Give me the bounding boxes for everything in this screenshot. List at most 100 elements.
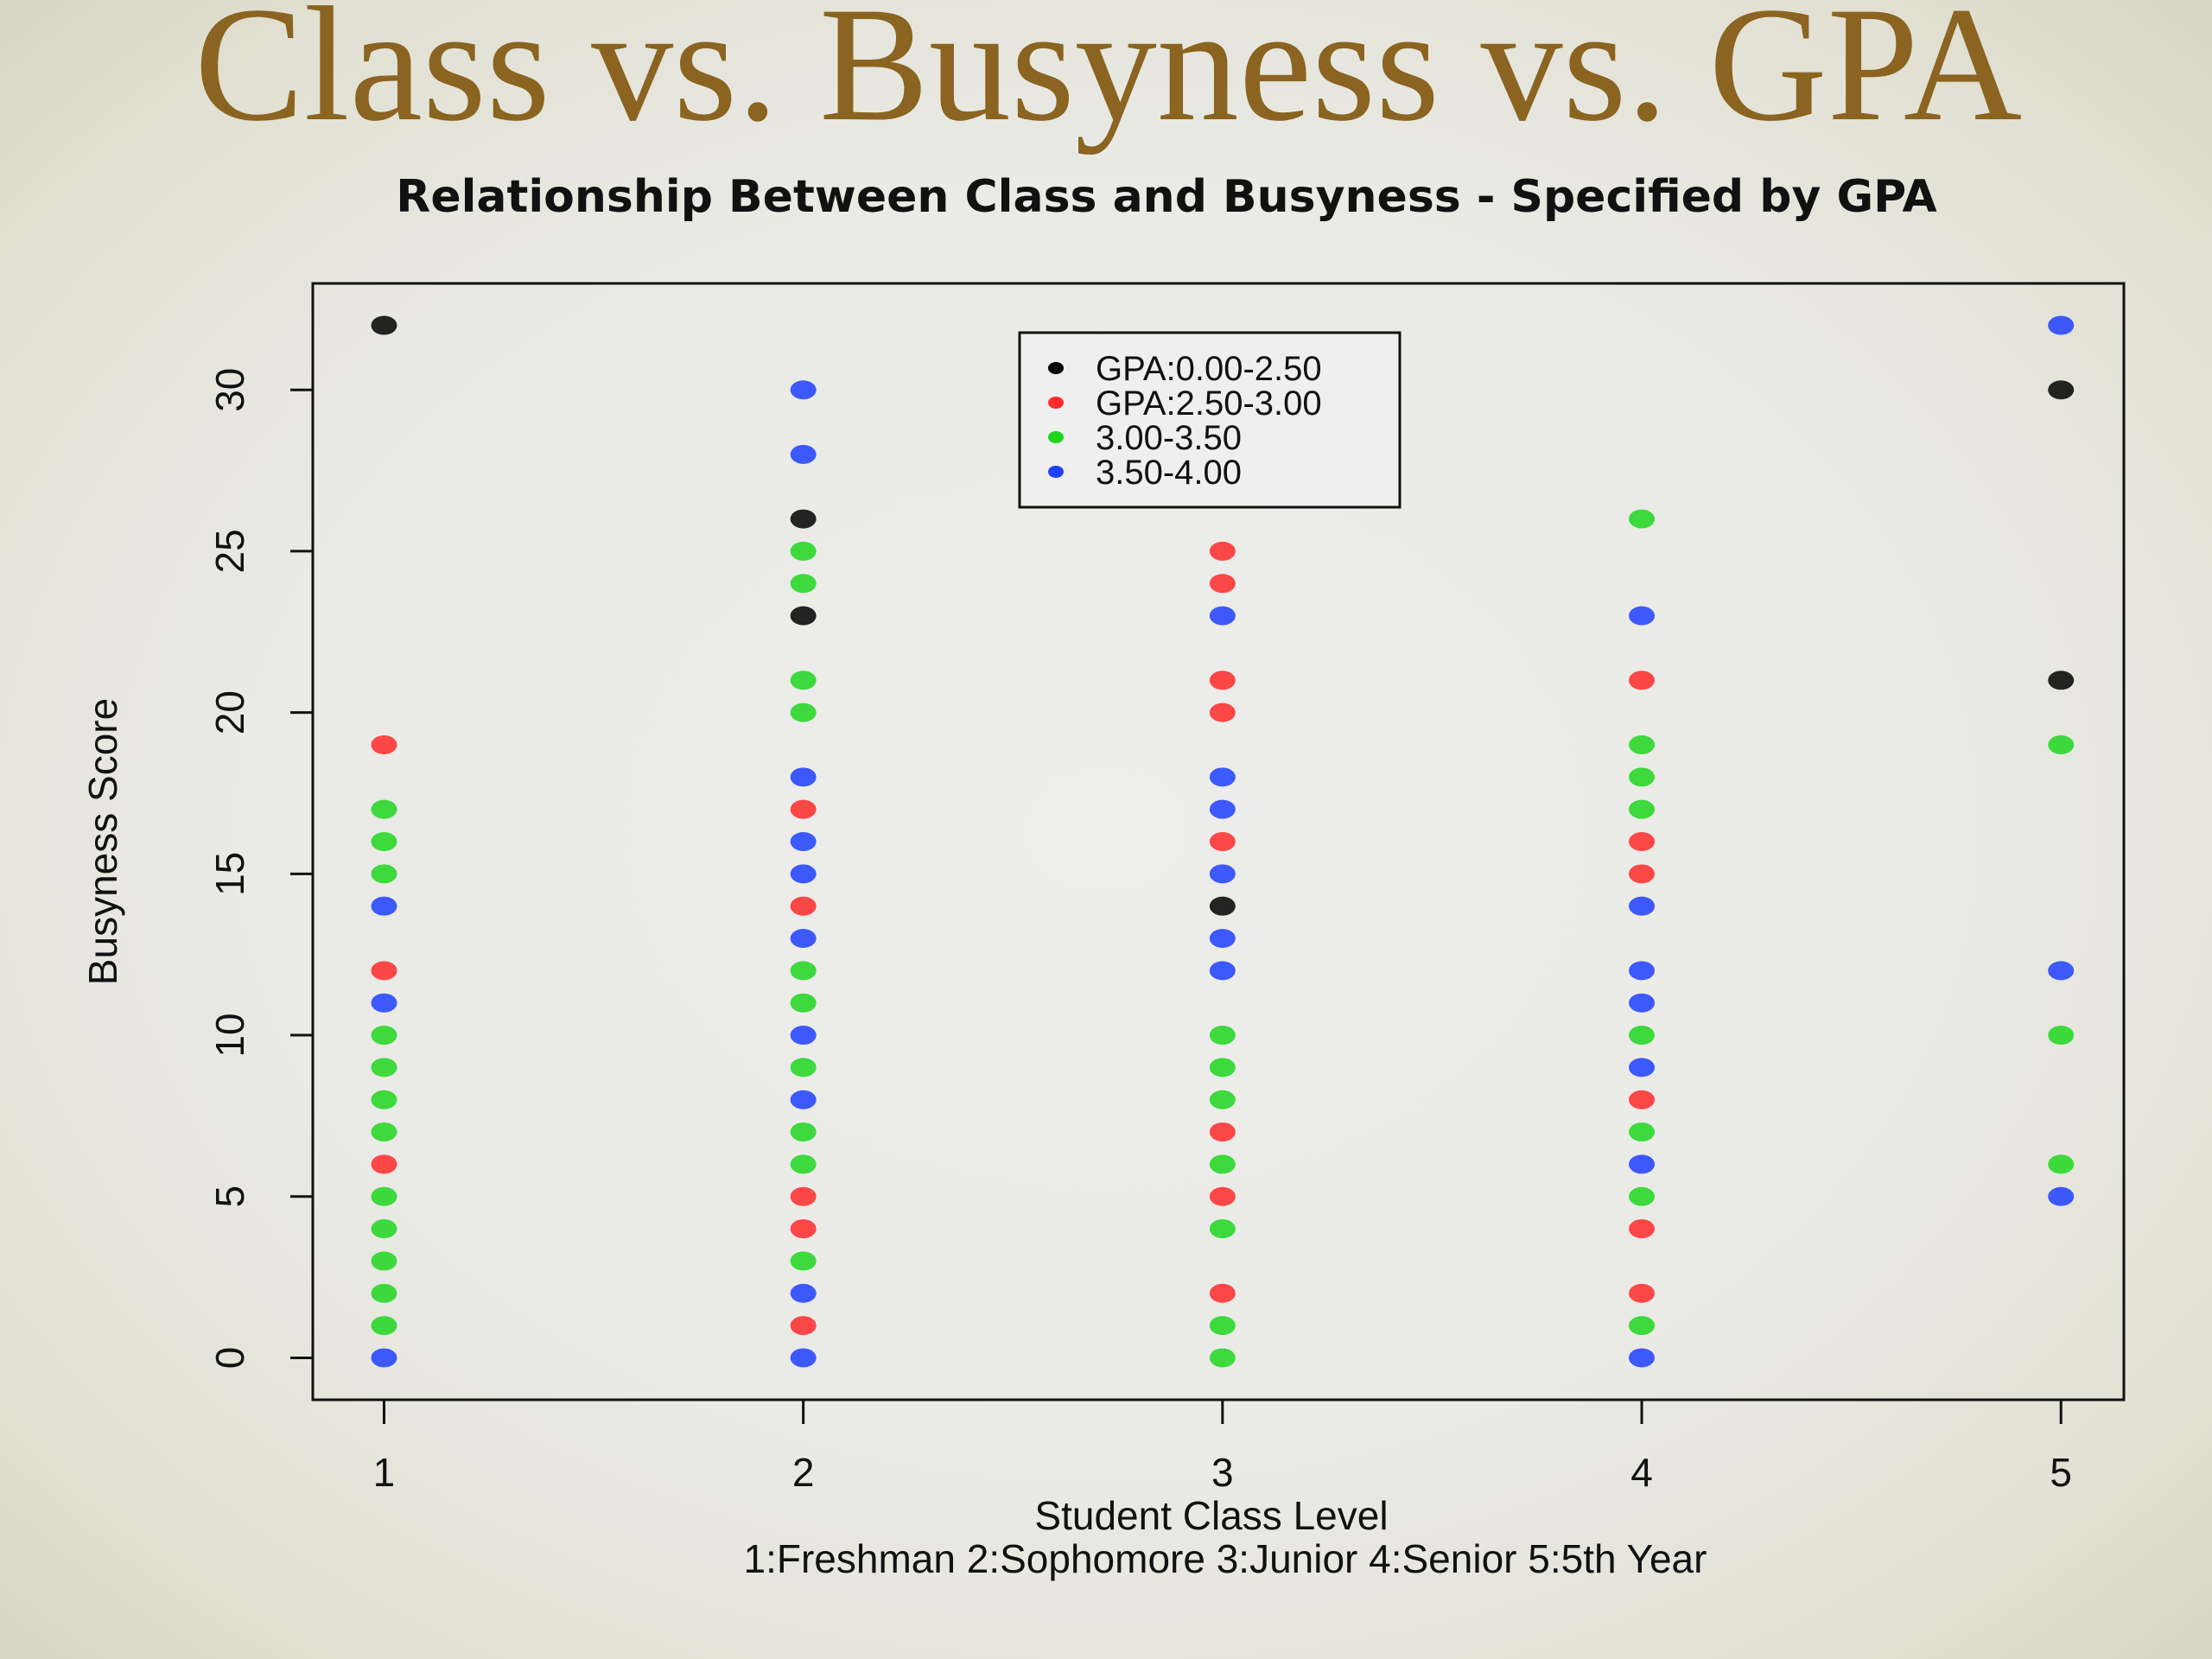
data-point: [371, 896, 397, 916]
y-tick-label: 30: [207, 368, 252, 412]
data-point: [790, 832, 817, 851]
data-point: [1209, 929, 1236, 949]
data-point: [1629, 1122, 1656, 1142]
data-point: [2048, 1186, 2075, 1206]
data-point: [1629, 799, 1656, 819]
data-point: [1209, 541, 1236, 561]
data-point: [371, 799, 397, 819]
data-point: [371, 315, 397, 335]
data-point: [1629, 1316, 1656, 1336]
data-point: [790, 1251, 817, 1271]
data-point: [1209, 1090, 1236, 1109]
data-point: [790, 993, 817, 1013]
data-point: [790, 799, 817, 819]
data-point: [2048, 961, 2075, 981]
y-tick-label: 5: [207, 1185, 252, 1208]
data-point: [1209, 1316, 1236, 1336]
data-point: [1209, 1058, 1236, 1077]
data-point: [1209, 1283, 1236, 1303]
data-point: [1629, 606, 1656, 626]
data-point: [371, 1154, 397, 1174]
data-point: [790, 1316, 817, 1336]
data-point: [790, 1219, 817, 1239]
data-point: [1629, 767, 1656, 787]
legend-label: GPA:0.00-2.50: [1096, 350, 1322, 388]
data-point: [790, 541, 817, 561]
data-point: [1209, 1186, 1236, 1206]
data-point: [1209, 1348, 1236, 1368]
data-point: [790, 1058, 817, 1077]
data-point: [1209, 896, 1236, 916]
data-point: [790, 606, 817, 626]
data-point: [2048, 1026, 2075, 1046]
data-point: [371, 1283, 397, 1303]
data-point: [1209, 574, 1236, 594]
y-axis-title: Busyness Score: [80, 698, 125, 985]
data-points: [371, 315, 2075, 1368]
data-point: [1629, 832, 1656, 851]
data-point: [371, 1251, 397, 1271]
data-point: [371, 1186, 397, 1206]
data-point: [371, 1122, 397, 1142]
data-point: [790, 380, 817, 400]
data-point: [371, 993, 397, 1013]
data-point: [1209, 1219, 1236, 1239]
data-point: [1209, 606, 1236, 626]
data-point: [1629, 993, 1656, 1013]
x-axis-note: 1:Freshman 2:Sophomore 3:Junior 4:Senior…: [744, 1536, 1707, 1581]
data-point: [371, 1026, 397, 1046]
data-point: [790, 767, 817, 787]
y-tick-label: 0: [207, 1347, 252, 1370]
data-point: [1629, 509, 1656, 529]
data-point: [1629, 671, 1656, 690]
data-point: [790, 1026, 817, 1046]
data-point: [790, 1186, 817, 1206]
data-point: [790, 444, 817, 464]
data-point: [1209, 1026, 1236, 1046]
x-tick-label: 4: [1630, 1450, 1653, 1495]
y-tick-label: 20: [207, 690, 252, 734]
data-point: [2048, 315, 2075, 335]
data-point: [1209, 1122, 1236, 1142]
y-axis: 0 5 10 15 20 25 30: [207, 368, 315, 1370]
legend-marker: [1048, 362, 1064, 374]
legend-marker: [1048, 431, 1064, 443]
y-tick-label: 15: [207, 852, 252, 896]
data-point: [2048, 380, 2075, 400]
slide-title: Class vs. Busyness vs. GPA: [194, 0, 2023, 156]
data-point: [790, 509, 817, 529]
data-point: [1629, 1026, 1656, 1046]
data-point: [371, 832, 397, 851]
data-point: [2048, 671, 2075, 690]
data-point: [790, 1090, 817, 1109]
data-point: [371, 1058, 397, 1077]
data-point: [790, 574, 817, 594]
data-point: [371, 1348, 397, 1368]
data-point: [1629, 1154, 1656, 1174]
data-point: [1629, 961, 1656, 981]
data-point: [790, 929, 817, 949]
data-point: [790, 896, 817, 916]
data-point: [371, 1316, 397, 1336]
data-point: [1209, 864, 1236, 884]
data-point: [1629, 1090, 1656, 1109]
x-axis: 1 2 3 4 5: [373, 1398, 2072, 1495]
data-point: [1209, 961, 1236, 981]
data-point: [790, 864, 817, 884]
chart-title: Relationship Between Class and Busyness …: [396, 171, 1936, 223]
data-point: [2048, 1154, 2075, 1174]
x-axis-title: Student Class Level: [1034, 1493, 1388, 1538]
legend-label: 3.00-3.50: [1096, 419, 1242, 457]
legend-label: 3.50-4.00: [1096, 454, 1242, 492]
data-point: [1629, 1058, 1656, 1077]
data-point: [371, 1219, 397, 1239]
data-point: [1629, 864, 1656, 884]
y-tick-label: 25: [207, 529, 252, 573]
data-point: [790, 1154, 817, 1174]
data-point: [371, 864, 397, 884]
legend-marker: [1048, 466, 1064, 478]
data-point: [790, 671, 817, 690]
data-point: [1209, 832, 1236, 851]
data-point: [1209, 799, 1236, 819]
